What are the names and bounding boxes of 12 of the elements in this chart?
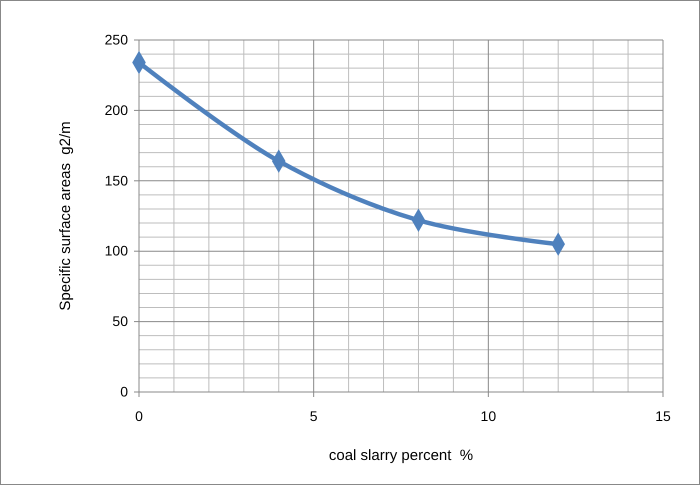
- x-tick-label: 0: [135, 408, 144, 424]
- y-tick-label: 100: [104, 242, 128, 259]
- x-tick-label: 5: [310, 408, 318, 424]
- y-tick-label: 250: [104, 31, 128, 48]
- x-axis-title: coal slarry percent %: [328, 447, 474, 464]
- x-tick-label: 10: [480, 408, 496, 424]
- x-tick-label: 15: [655, 408, 671, 424]
- y-tick-label: 50: [112, 313, 128, 330]
- y-tick-label: 0: [120, 383, 128, 400]
- y-axis-title: Specific surface areas g2/m: [57, 121, 74, 311]
- y-tick-label: 200: [104, 102, 128, 118]
- y-tick-label: 150: [104, 172, 128, 188]
